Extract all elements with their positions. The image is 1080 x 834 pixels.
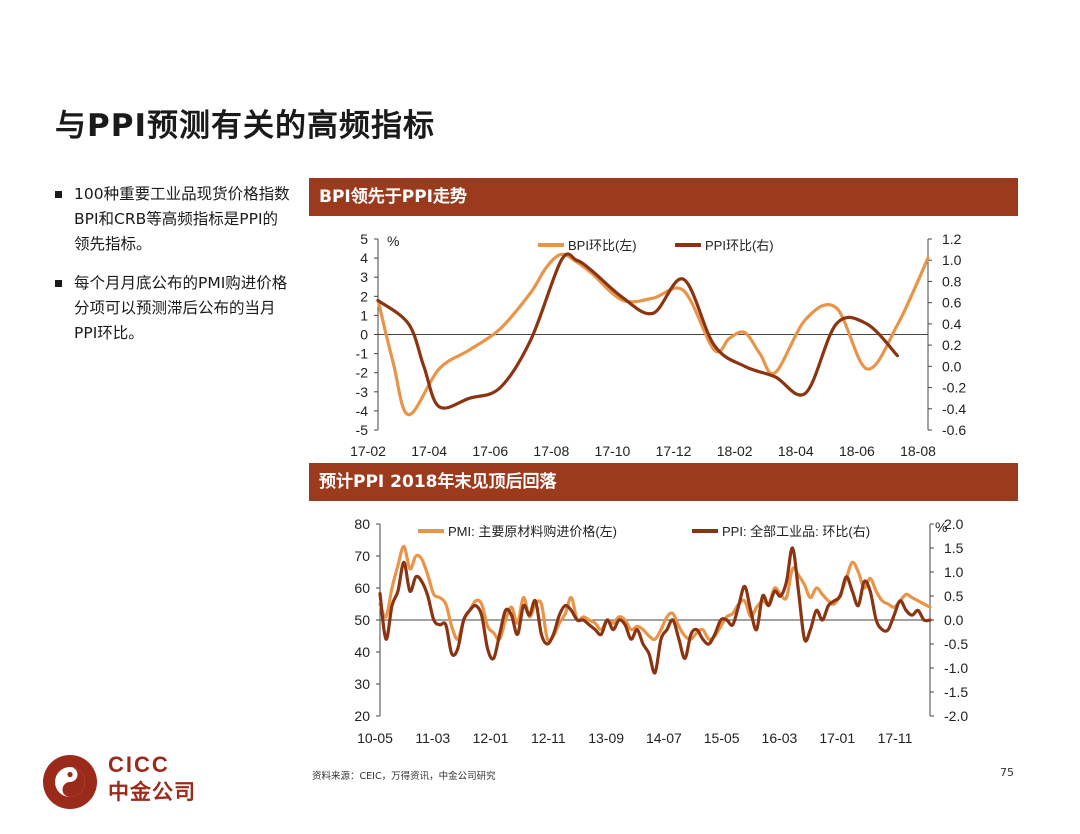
left-tick-label: 60 <box>354 580 370 596</box>
x-tick-label: 16-03 <box>762 730 798 746</box>
left-tick-label: 1 <box>360 307 368 323</box>
left-tick-label: -1 <box>356 346 369 362</box>
left-tick-label: 0 <box>360 327 368 343</box>
left-tick-label: 5 <box>360 231 368 247</box>
bullet-text: 100种重要工业品现货价格指数BPI和CRB等高频指标是PPI的领先指标。 <box>74 185 290 253</box>
page-number: 75 <box>1000 766 1014 779</box>
chart-pmi-vs-ppi: 80 70 60 50 40 30 20 2.0 1.5 1.0 0.5 0.0 -0.5 -1.0 -1.… <box>354 516 968 746</box>
right-tick-label: 0.5 <box>944 588 964 604</box>
right-tick-label: 1.0 <box>944 564 964 580</box>
x-tick-label: 13-09 <box>588 730 624 746</box>
left-tick-label: 70 <box>354 548 370 564</box>
left-tick-label: -4 <box>356 403 369 419</box>
right-tick-label: 0.2 <box>942 337 962 353</box>
x-tick-label: 12-01 <box>473 730 509 746</box>
x-tick-label: 14-07 <box>646 730 682 746</box>
left-tick-label: 20 <box>354 708 370 724</box>
right-tick-label: 0.0 <box>942 358 962 374</box>
right-tick-label: -0.4 <box>942 401 966 417</box>
right-tick-label: -0.6 <box>942 422 966 438</box>
logo-text-cn: 中金公司 <box>108 780 196 804</box>
left-tick-label: -3 <box>356 384 369 400</box>
x-tick-label: 18-04 <box>778 443 814 459</box>
unit-label: % <box>935 519 947 535</box>
right-tick-label: -0.2 <box>942 380 966 396</box>
x-tick-label: 11-03 <box>415 730 450 746</box>
right-tick-label: 1.0 <box>942 252 962 268</box>
bullet-list: 100种重要工业品现货价格指数BPI和CRB等高频指标是PPI的领先指标。 每个… <box>55 182 290 360</box>
series-line-dark <box>376 252 899 410</box>
right-tick-label: 0.8 <box>942 273 962 289</box>
left-tick-label: -5 <box>356 422 369 438</box>
x-tick-label: 17-06 <box>472 443 508 459</box>
right-tick-label: 0.4 <box>942 316 962 332</box>
x-tick-label: 17-12 <box>656 443 692 459</box>
bullet-square-icon <box>55 280 62 287</box>
right-tick-label: 2.0 <box>944 516 964 532</box>
legend-label: PPI环比(右) <box>705 238 774 253</box>
x-tick-label: 18-08 <box>900 443 936 459</box>
x-tick-label: 15-05 <box>704 730 740 746</box>
left-tick-label: 3 <box>360 269 368 285</box>
right-tick-label: 1.2 <box>942 231 962 247</box>
left-tick-label: 4 <box>360 250 368 266</box>
x-tick-label: 18-02 <box>717 443 753 459</box>
right-tick-label: -1.0 <box>944 660 968 676</box>
x-tick-label: 17-01 <box>819 730 855 746</box>
chart1-title-bar: BPI领先于PPI走势 <box>309 178 1018 216</box>
right-tick-label: 0.6 <box>942 295 962 311</box>
cicc-logo-icon <box>43 755 97 809</box>
page-title: 与PPI预测有关的高频指标 <box>55 108 435 144</box>
bullet-square-icon <box>55 191 62 198</box>
right-tick-label: 1.5 <box>944 540 964 556</box>
left-tick-label: 2 <box>360 288 368 304</box>
left-tick-label: 30 <box>354 676 370 692</box>
right-tick-label: -0.5 <box>944 636 968 652</box>
series-line-light <box>376 252 930 417</box>
left-tick-label: 80 <box>354 516 370 532</box>
left-tick-label: -2 <box>356 365 369 381</box>
unit-label: % <box>387 233 399 249</box>
right-tick-label: -2.0 <box>944 708 968 724</box>
logo-text-en: CICC <box>108 752 170 777</box>
bullet-item: 每个月月底公布的PMI购进价格分项可以预测滞后公布的当月PPI环比。 <box>55 271 290 346</box>
right-tick-label: 0.0 <box>944 612 964 628</box>
x-tick-label: 12-11 <box>531 730 566 746</box>
series-line-dark <box>378 546 932 675</box>
right-tick-label: -1.5 <box>944 684 968 700</box>
x-tick-label: 17-02 <box>350 443 386 459</box>
bullet-text: 每个月月底公布的PMI购进价格分项可以预测滞后公布的当月PPI环比。 <box>74 274 288 342</box>
chart2-title-bar: 预计PPI 2018年末见顶后回落 <box>309 463 1018 501</box>
left-tick-label: 50 <box>354 612 370 628</box>
x-tick-label: 17-04 <box>411 443 447 459</box>
source-note: 资料来源：CEIC，万得资讯，中金公司研究 <box>312 771 496 782</box>
x-tick-label: 10-05 <box>357 730 393 746</box>
x-tick-label: 17-10 <box>595 443 631 459</box>
legend-label: PMI: 主要原材料购进价格(左) <box>448 524 617 539</box>
legend-label: BPI环比(左) <box>568 238 637 253</box>
legend-label: PPI: 全部工业品: 环比(右) <box>722 524 870 539</box>
chart-bpi-vs-ppi: 5 4 3 2 1 0 -1 -2 -3 -4 -5 1.2 1.0 0.8 0.6 0.4 0.2 0.0 -0.… <box>350 231 966 459</box>
left-tick-label: 40 <box>354 644 370 660</box>
x-tick-label: 17-08 <box>533 443 569 459</box>
x-tick-label: 17-11 <box>878 730 913 746</box>
x-tick-label: 18-06 <box>839 443 875 459</box>
bullet-item: 100种重要工业品现货价格指数BPI和CRB等高频指标是PPI的领先指标。 <box>55 182 290 257</box>
